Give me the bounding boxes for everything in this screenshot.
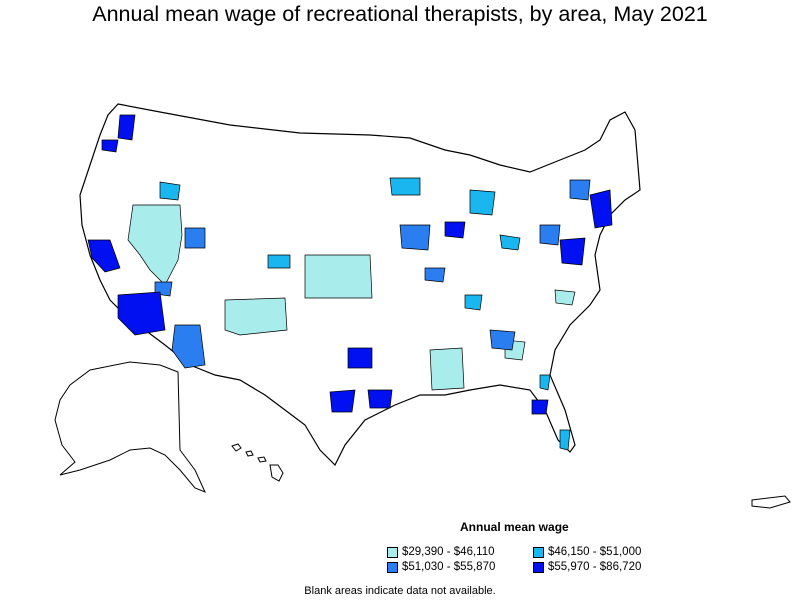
legend-item-3: $51,030 - $55,870: [387, 561, 495, 573]
areas-lowest-wage: [127, 204, 576, 391]
footnote: Blank areas indicate data not available.: [304, 585, 496, 597]
legend-swatch-4: [533, 561, 544, 573]
legend-label-3: $51,030 - $55,870: [402, 561, 496, 573]
legend-item-1: $29,390 - $46,110: [387, 546, 495, 558]
hawaii-outline: [231, 443, 284, 482]
legend-label-2: $46,150 - $51,000: [548, 546, 642, 558]
areas-third-wage: [154, 179, 591, 369]
alaska-outline: [54, 361, 206, 493]
legend-swatch-2: [533, 546, 544, 558]
legend-title: Annual mean wage: [460, 520, 569, 534]
puerto-rico-outline: [751, 495, 791, 509]
legend-label-1: $29,390 - $46,110: [402, 546, 495, 558]
areas-highest-wage: [87, 114, 613, 415]
legend-item-4: $55,970 - $86,720: [533, 561, 641, 573]
legend-swatch-3: [387, 561, 398, 573]
legend-swatch-1: [387, 546, 398, 558]
areas-second-wage: [159, 177, 571, 451]
legend-label-4: $55,970 - $86,720: [548, 561, 642, 573]
legend-item-2: $46,150 - $51,000: [533, 546, 641, 558]
map-title: Annual mean wage of recreational therapi…: [92, 2, 708, 26]
